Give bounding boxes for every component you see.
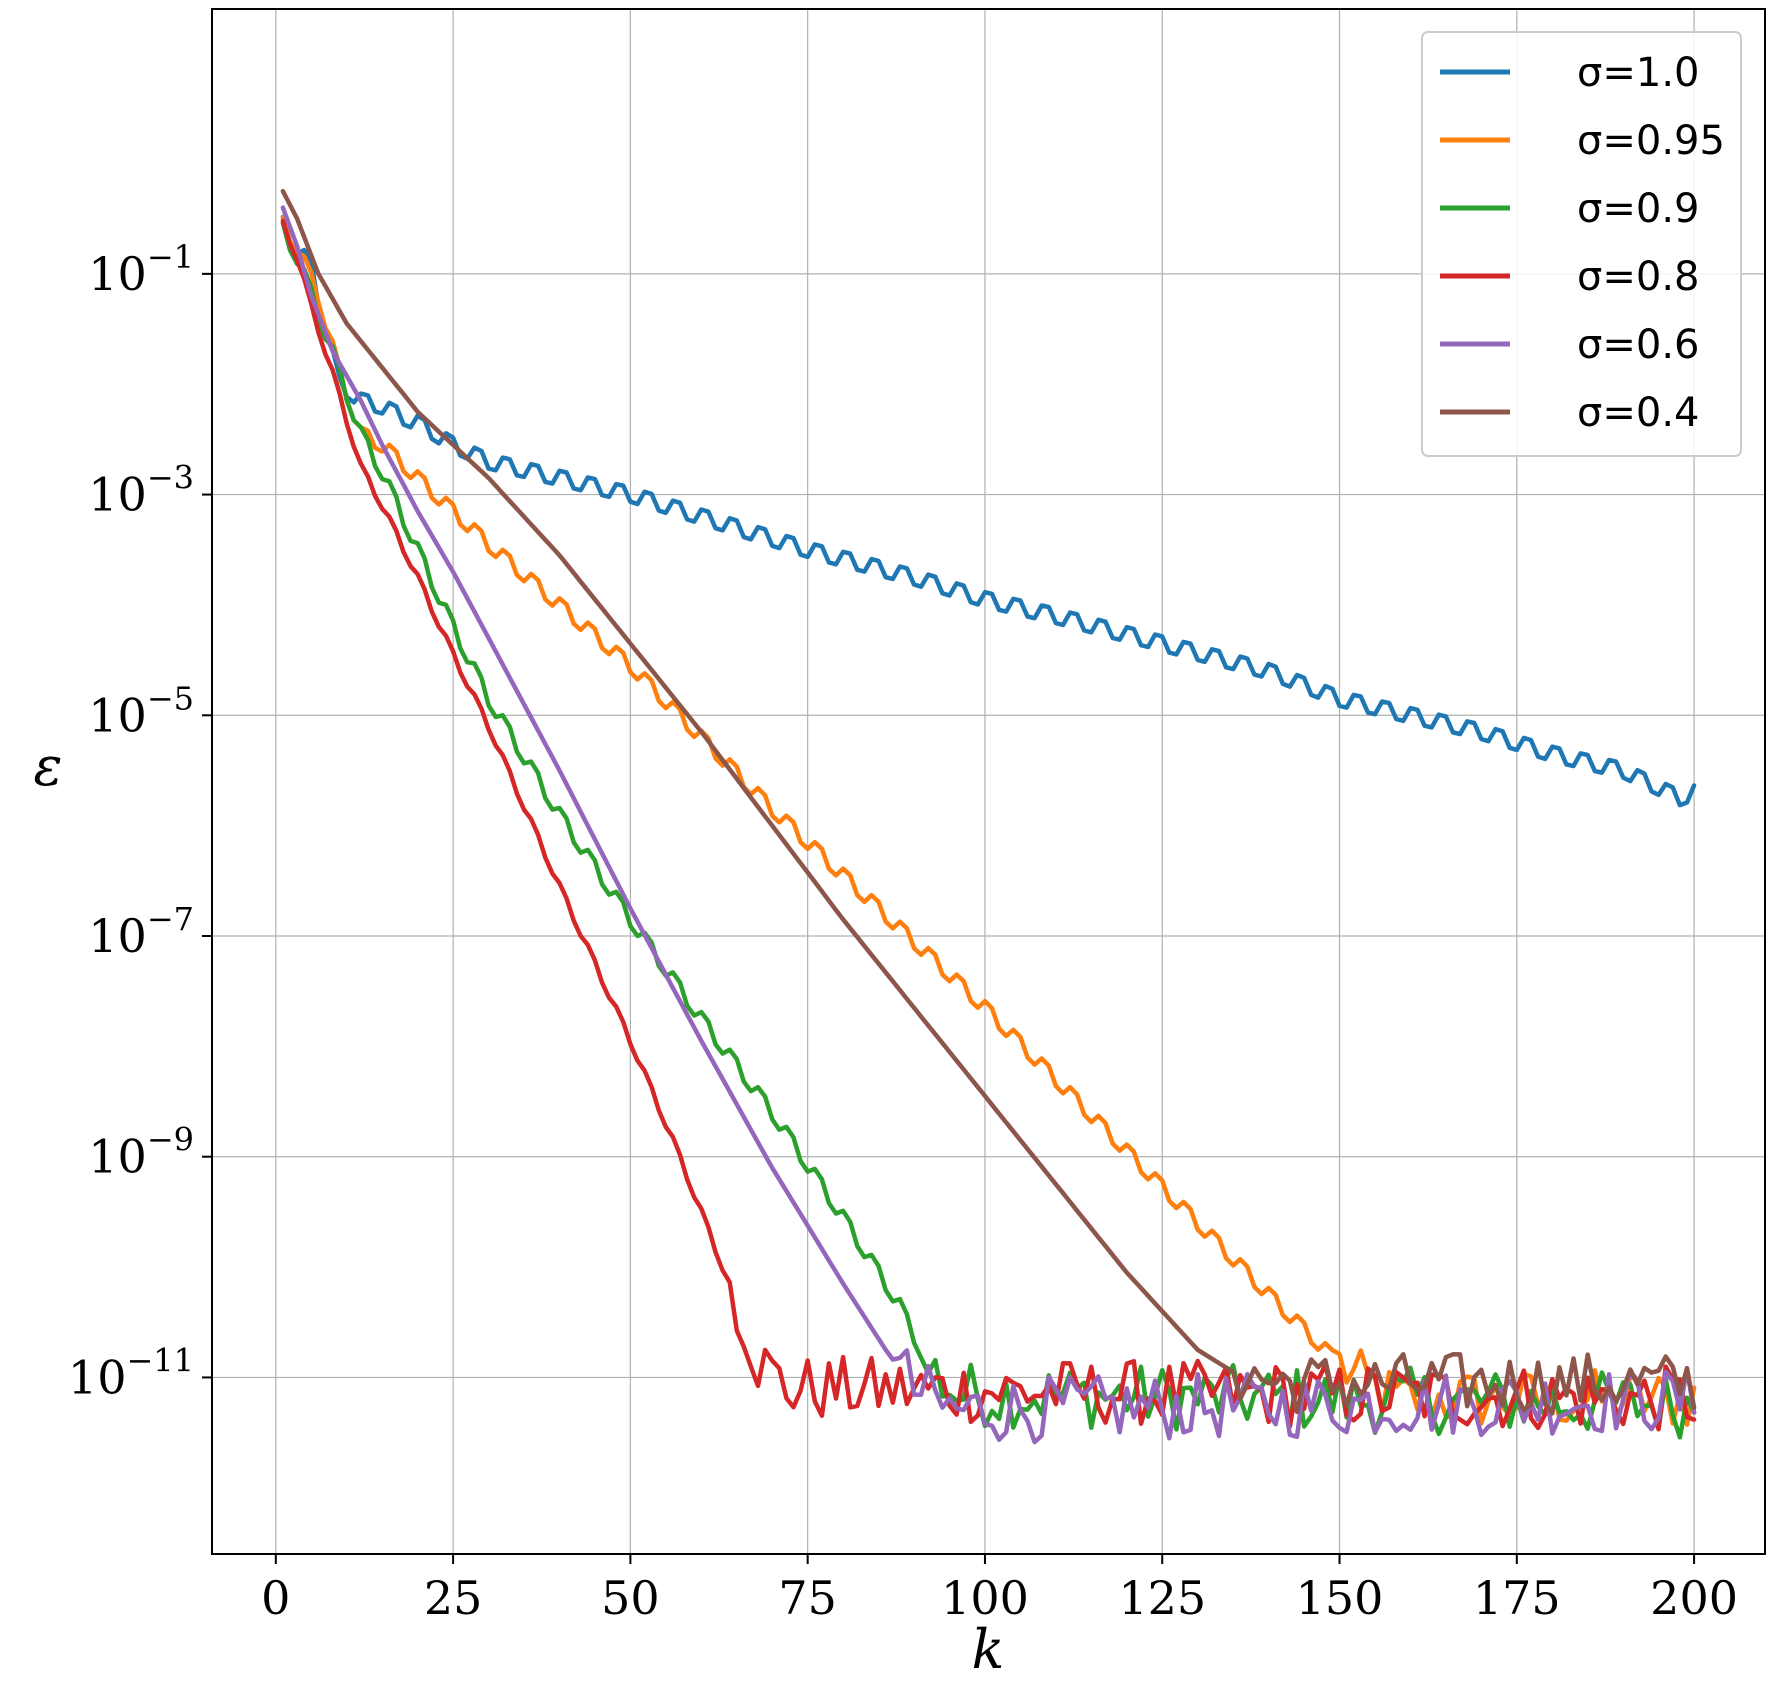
series-line-sigma-0.8: [280, 218, 1697, 1432]
y-tick-label: 10−3: [88, 459, 194, 522]
legend-entry-label: σ=0.95: [1577, 118, 1725, 164]
legend-entry-label: σ=1.0: [1577, 50, 1699, 96]
x-tick-label: 125: [1118, 1571, 1206, 1625]
series-line-sigma-0.4: [280, 188, 1697, 1416]
legend-entry-label: σ=0.4: [1577, 390, 1699, 436]
legend-entry-label: σ=0.9: [1577, 186, 1699, 232]
legend: σ=1.0 σ=0.95 σ=0.9 σ=0.8 σ=0.6 σ=0.4: [1421, 31, 1742, 457]
y-tick-label: 10−7: [88, 900, 194, 963]
series-layer: [280, 188, 1697, 1445]
plot-frame: [211, 8, 1766, 1555]
legend-entry-label: σ=0.8: [1577, 254, 1699, 300]
x-tick-label: 0: [261, 1571, 290, 1625]
x-tick-label: 75: [778, 1571, 837, 1625]
y-axis-label: ε: [34, 735, 63, 798]
y-tick-label: 10−1: [88, 238, 194, 301]
x-tick-label: 175: [1473, 1571, 1561, 1625]
y-tick-label: 10−9: [88, 1121, 194, 1184]
y-tick-label: 10−11: [68, 1341, 194, 1404]
x-tick-label: 100: [941, 1571, 1029, 1625]
series-line-sigma-1.0: [280, 214, 1697, 808]
x-axis-label: k: [972, 1618, 1005, 1681]
x-tick-label: 25: [424, 1571, 483, 1625]
x-tick-label: 50: [601, 1571, 660, 1625]
legend-entry-label: σ=0.6: [1577, 322, 1699, 368]
ticks: 0 25 50 75 100 125 150 175 200 10−1 10−3 10−5 10−7 10…: [68, 238, 1738, 1625]
x-tick-label: 200: [1650, 1571, 1738, 1625]
series-line-sigma-0.6: [280, 205, 1697, 1445]
x-tick-label: 150: [1296, 1571, 1384, 1625]
y-tick-label: 10−5: [88, 679, 194, 742]
